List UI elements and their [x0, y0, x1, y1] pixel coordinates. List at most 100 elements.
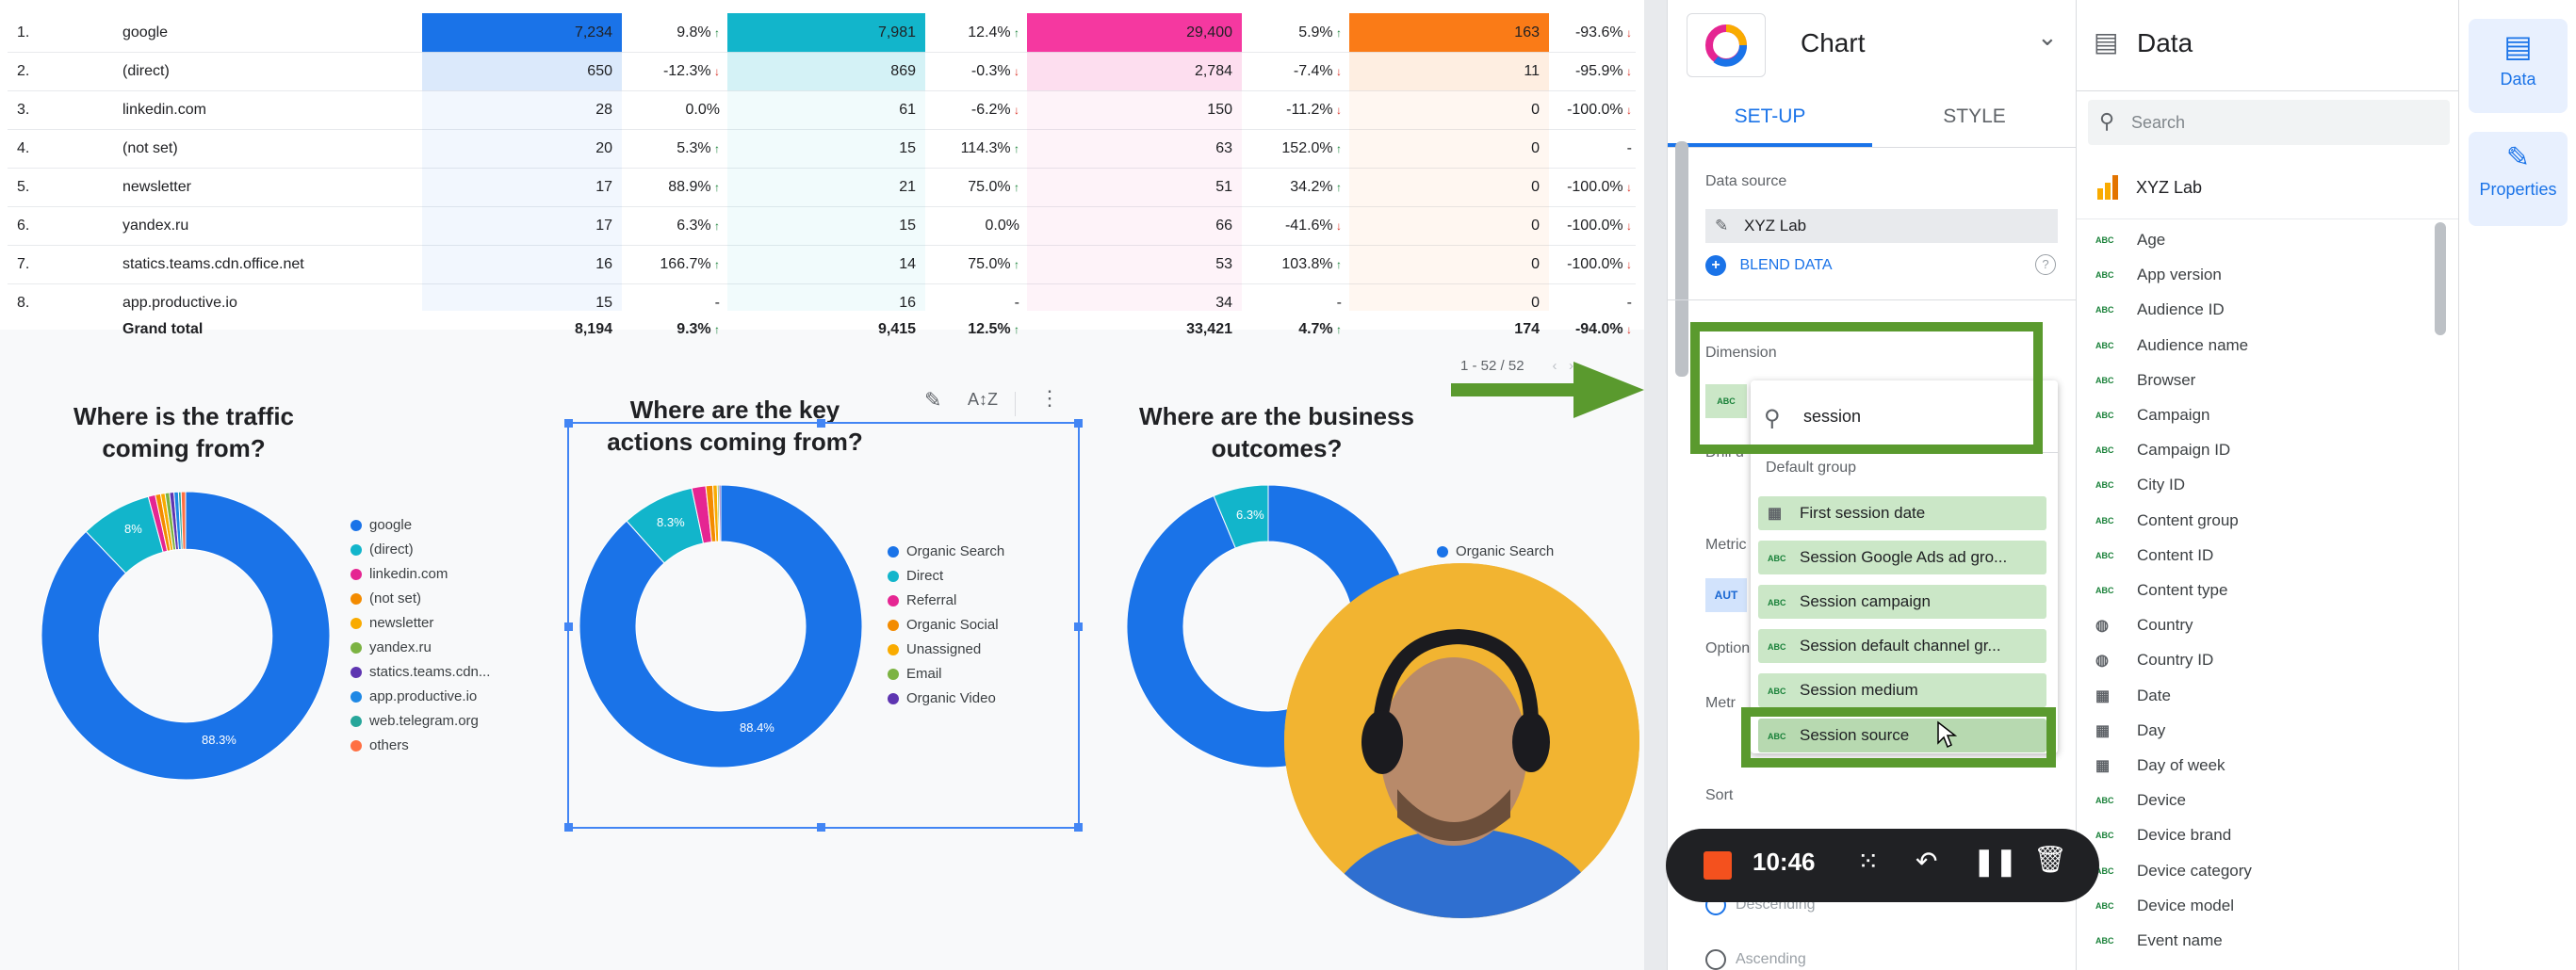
tab-setup[interactable]: SET-UP — [1668, 90, 1872, 147]
field-item[interactable]: ABC Content ID — [2095, 538, 2213, 573]
chart-1-donut[interactable]: 88.3% 8% — [41, 492, 330, 780]
table-pager[interactable]: 1 - 52 / 52 ‹ › — [1460, 358, 1574, 374]
dropdown-item[interactable]: ▦ First session date — [1758, 496, 2046, 530]
undo-icon[interactable]: ↶ — [1916, 847, 1938, 876]
resize-handle[interactable] — [1074, 622, 1083, 631]
field-item[interactable]: ABC City ID — [2095, 467, 2185, 502]
field-item[interactable]: ABC Content type — [2095, 573, 2227, 607]
field-item[interactable]: ABC Device brand — [2095, 817, 2231, 852]
selected-chart-frame[interactable] — [564, 419, 1083, 832]
table-row[interactable]: 3. linkedin.com 28 0.0% 61 -6.2% ↓ 150 -11.2% ↓… — [8, 90, 1636, 130]
legend-item[interactable]: Organic Video — [888, 687, 1004, 711]
help-icon[interactable]: ? — [2035, 254, 2056, 275]
blend-data-link[interactable]: + BLEND DATA — [1705, 252, 1833, 279]
table-row[interactable]: 1. google 7,234 9.8% ↑ 7,981 12.4% ↑ 29,400 5.9… — [8, 13, 1636, 53]
field-item[interactable]: ◍ Country — [2095, 607, 2193, 642]
dimension-search-input[interactable]: session — [1803, 407, 1862, 426]
dimension-chip[interactable]: ABC — [1705, 384, 1747, 418]
field-item[interactable]: ABC Event name — [2095, 923, 2223, 958]
legend-item[interactable]: (direct) — [351, 538, 490, 562]
rail-properties-button[interactable]: ✎ Properties — [2469, 132, 2568, 226]
resize-handle[interactable] — [1074, 419, 1083, 428]
field-item[interactable]: ABC Content group — [2095, 503, 2239, 538]
data-source-chip[interactable]: ✎ XYZ Lab — [1705, 209, 2058, 243]
legend-item[interactable]: Direct — [888, 564, 1004, 589]
legend-item[interactable]: Organic Search — [1437, 540, 1554, 564]
dropdown-item[interactable]: ABC Session source — [1758, 719, 2046, 752]
arrow-up-icon: ↑ — [710, 26, 720, 40]
data-panel: ▤ Data ⚲ Search XYZ Lab ABC Age ABC App ver… — [2076, 0, 2459, 970]
dropdown-item[interactable]: ABC Session campaign — [1758, 585, 2046, 619]
field-item[interactable]: ABC Age — [2095, 222, 2165, 257]
field-search-box[interactable]: ⚲ Search — [2088, 100, 2450, 145]
table-row[interactable]: 8. app.productive.io 15 - 16 - 34 - 0 - — [8, 283, 1636, 311]
arrow-up-icon: ↑ — [710, 219, 720, 233]
edit-icon[interactable]: ✎ — [924, 388, 942, 412]
trash-icon[interactable]: 🗑 — [2033, 845, 2067, 874]
legend-item[interactable]: statics.teams.cdn... — [351, 660, 490, 685]
legend-item[interactable]: Referral — [888, 589, 1004, 613]
chart-2-donut[interactable]: 88.4% 8.3% — [579, 485, 862, 768]
metric-agg-chip[interactable]: AUT — [1705, 578, 1747, 612]
field-item[interactable]: ▦ Date — [2095, 678, 2171, 713]
resize-handle[interactable] — [564, 823, 573, 832]
field-item[interactable]: ABC App version — [2095, 257, 2222, 292]
field-item[interactable]: ◍ Country ID — [2095, 642, 2213, 677]
chevron-down-icon[interactable]: ⌄ — [2037, 23, 2058, 51]
table-row[interactable]: 5. newsletter 17 88.9% ↑ 21 75.0% ↑ 51 34.2% ↑ 0… — [8, 168, 1636, 207]
tab-style[interactable]: STYLE — [1943, 105, 2006, 127]
legend-item[interactable]: yandex.ru — [351, 636, 490, 660]
sort-ascending[interactable]: Ascending — [1705, 949, 1806, 970]
table-row[interactable]: 2. (direct) 650 -12.3% ↓ 869 -0.3% ↓ 2,784 -7.4… — [8, 52, 1636, 91]
sort-az-icon[interactable]: A↕Z — [968, 390, 999, 409]
table-row[interactable]: 7. statics.teams.cdn.office.net 16 166.7% ↑… — [8, 245, 1636, 284]
legend-item[interactable]: Unassigned — [888, 638, 1004, 662]
table-row[interactable]: 4. (not set) 20 5.3% ↑ 15 114.3% ↑ 63 152.0% ↑ 0… — [8, 129, 1636, 169]
legend-item[interactable]: Organic Search — [888, 540, 1004, 564]
field-item[interactable]: ABC Audience name — [2095, 328, 2248, 363]
legend-item[interactable]: newsletter — [351, 611, 490, 636]
field-item[interactable]: ABC Browser — [2095, 363, 2195, 397]
donut-slice[interactable] — [1213, 485, 1269, 549]
donut-slice[interactable] — [41, 492, 330, 780]
pause-icon[interactable]: ❚❚ — [1973, 847, 2017, 876]
dropdown-item[interactable]: ABC Session default channel gr... — [1758, 629, 2046, 663]
panel-divider[interactable] — [1644, 0, 1667, 970]
field-item[interactable]: ▦ Day — [2095, 713, 2165, 748]
legend-item[interactable]: google — [351, 513, 490, 538]
resize-handle[interactable] — [817, 419, 825, 428]
radio-unselected[interactable] — [1705, 949, 1726, 970]
dropdown-item[interactable]: ABC Session Google Ads ad gro... — [1758, 541, 2046, 574]
legend-item[interactable]: web.telegram.org — [351, 709, 490, 734]
field-item[interactable]: ABC Campaign — [2095, 397, 2210, 432]
grid-dots-icon[interactable]: ⁙ — [1857, 847, 1880, 876]
legend-item[interactable]: (not set) — [351, 587, 490, 611]
field-item[interactable]: ▦ Day of week — [2095, 748, 2225, 783]
rail-data-button[interactable]: ▤ Data — [2469, 19, 2568, 113]
dropdown-item[interactable]: ABC Session medium — [1758, 673, 2046, 707]
legend-item[interactable]: Email — [888, 662, 1004, 687]
field-item[interactable]: ABC Device — [2095, 783, 2186, 817]
donut-slice[interactable] — [579, 485, 862, 768]
donut-slice[interactable] — [718, 485, 722, 542]
legend-item[interactable]: app.productive.io — [351, 685, 490, 709]
field-list-scrollbar[interactable] — [2435, 222, 2446, 335]
resize-handle[interactable] — [564, 622, 573, 631]
field-item[interactable]: ABC Device category — [2095, 853, 2252, 888]
panel-scrollbar[interactable] — [1675, 141, 1688, 377]
field-item[interactable]: ABC Campaign ID — [2095, 432, 2230, 467]
field-item[interactable]: ABC Audience ID — [2095, 292, 2225, 327]
more-vert-icon[interactable]: ⋮ — [1039, 386, 1060, 410]
field-item[interactable]: ABC Device model — [2095, 888, 2234, 923]
table-row[interactable]: 6. yandex.ru 17 6.3% ↑ 15 0.0% 66 -41.6% ↓ 0 -100… — [8, 206, 1636, 246]
legend-item[interactable]: Organic Social — [888, 613, 1004, 638]
resize-handle[interactable] — [817, 823, 825, 832]
legend-item[interactable]: others — [351, 734, 490, 758]
views-delta: 114.3% ↑ — [960, 140, 1019, 156]
resize-handle[interactable] — [564, 419, 573, 428]
stop-record-icon[interactable] — [1704, 851, 1732, 880]
resize-handle[interactable] — [1074, 823, 1083, 832]
chart-type-picker[interactable] — [1687, 13, 1766, 77]
donut-slice[interactable] — [180, 492, 187, 550]
legend-item[interactable]: linkedin.com — [351, 562, 490, 587]
